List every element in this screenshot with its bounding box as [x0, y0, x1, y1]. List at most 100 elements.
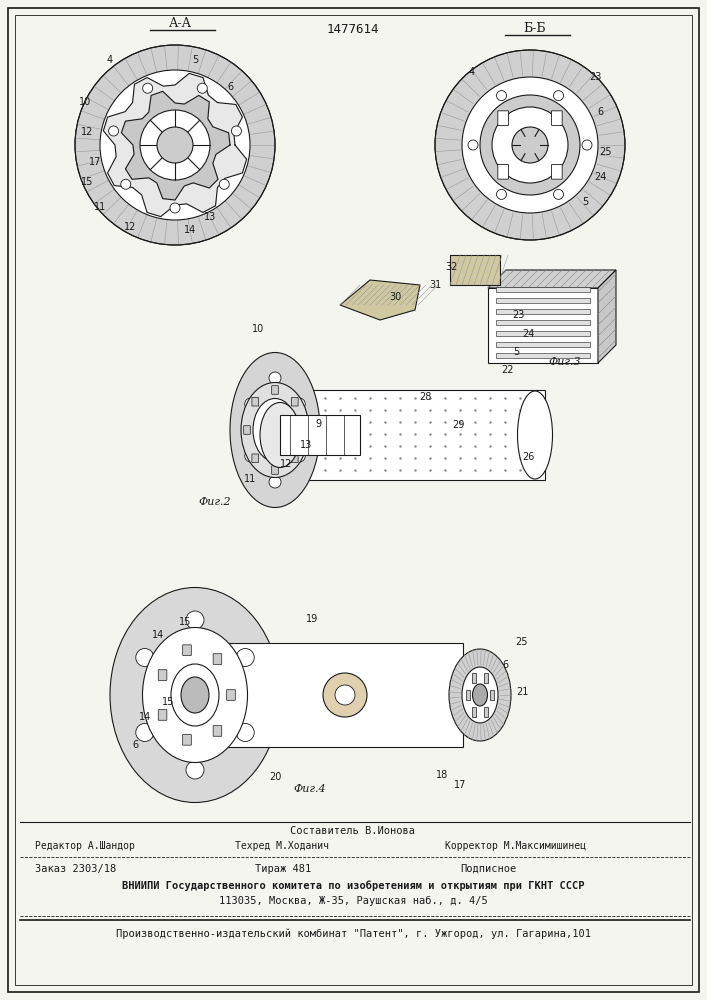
- Bar: [472, 707, 476, 717]
- Text: Редактор А.Шандор: Редактор А.Шандор: [35, 841, 135, 851]
- Polygon shape: [103, 73, 247, 217]
- Text: Фиг.4: Фиг.4: [293, 784, 327, 794]
- Text: 1477614: 1477614: [327, 23, 379, 36]
- Bar: [496, 320, 590, 325]
- Bar: [280, 415, 360, 455]
- Text: 4: 4: [469, 67, 475, 77]
- Circle shape: [512, 127, 548, 163]
- Polygon shape: [450, 255, 500, 285]
- Circle shape: [435, 50, 625, 240]
- Text: Производственно-издательский комбинат "Патент", г. Ужгород, ул. Гагарина,101: Производственно-издательский комбинат "П…: [115, 928, 590, 939]
- Circle shape: [136, 724, 153, 742]
- Text: 6: 6: [132, 740, 138, 750]
- Ellipse shape: [260, 402, 300, 468]
- Text: 17: 17: [89, 157, 101, 167]
- Text: 6: 6: [227, 82, 233, 92]
- FancyBboxPatch shape: [271, 466, 279, 474]
- Circle shape: [186, 611, 204, 629]
- Circle shape: [197, 83, 207, 93]
- FancyBboxPatch shape: [291, 397, 298, 406]
- Text: Корректор М.Максимишинец: Корректор М.Максимишинец: [445, 841, 586, 851]
- Circle shape: [480, 95, 580, 195]
- Text: 12: 12: [81, 127, 93, 137]
- Bar: [484, 673, 488, 683]
- Bar: [472, 673, 476, 683]
- Circle shape: [170, 203, 180, 213]
- Text: 15: 15: [162, 697, 174, 707]
- Circle shape: [468, 140, 478, 150]
- Text: ВНИИПИ Государственного комитета по изобретениям и открытиям при ГКНТ СССР: ВНИИПИ Государственного комитета по изоб…: [122, 880, 584, 891]
- FancyBboxPatch shape: [291, 454, 298, 463]
- Circle shape: [136, 648, 153, 666]
- Text: 25: 25: [599, 147, 612, 157]
- Text: 21: 21: [516, 687, 528, 697]
- FancyBboxPatch shape: [213, 726, 222, 736]
- Text: 14: 14: [152, 630, 164, 640]
- FancyBboxPatch shape: [498, 165, 508, 179]
- Text: 12: 12: [124, 222, 136, 232]
- FancyBboxPatch shape: [271, 386, 279, 394]
- Ellipse shape: [143, 628, 247, 762]
- Ellipse shape: [110, 587, 280, 802]
- Ellipse shape: [253, 398, 297, 462]
- Bar: [484, 707, 488, 717]
- Circle shape: [335, 685, 355, 705]
- Circle shape: [492, 107, 568, 183]
- Circle shape: [253, 408, 297, 452]
- Text: Фиг.2: Фиг.2: [199, 497, 231, 507]
- Circle shape: [293, 398, 305, 410]
- Text: 15: 15: [179, 617, 191, 627]
- Bar: [496, 287, 590, 292]
- Circle shape: [100, 70, 250, 220]
- Circle shape: [323, 673, 367, 717]
- Text: Фиг.3: Фиг.3: [549, 357, 581, 367]
- Circle shape: [186, 761, 204, 779]
- Text: 17: 17: [454, 780, 466, 790]
- Bar: [496, 342, 590, 347]
- FancyBboxPatch shape: [182, 645, 192, 655]
- Bar: [466, 690, 470, 700]
- Circle shape: [140, 110, 210, 180]
- Bar: [490, 690, 494, 700]
- Text: 5: 5: [513, 347, 519, 357]
- Ellipse shape: [181, 677, 209, 713]
- Text: 12: 12: [280, 459, 292, 469]
- FancyBboxPatch shape: [182, 735, 192, 745]
- FancyBboxPatch shape: [158, 710, 167, 720]
- Bar: [327, 691, 335, 699]
- Text: 14: 14: [184, 225, 196, 235]
- Polygon shape: [122, 91, 230, 200]
- Text: 23: 23: [589, 72, 601, 82]
- Text: 5: 5: [582, 197, 588, 207]
- Bar: [341, 705, 349, 713]
- Circle shape: [245, 398, 257, 410]
- Polygon shape: [340, 280, 420, 320]
- Circle shape: [143, 83, 153, 93]
- Bar: [496, 309, 590, 314]
- Text: Б-Б: Б-Б: [524, 22, 547, 35]
- FancyBboxPatch shape: [213, 654, 222, 664]
- Bar: [275, 390, 545, 480]
- Bar: [203, 643, 463, 747]
- Text: 10: 10: [252, 324, 264, 334]
- Bar: [496, 331, 590, 336]
- Circle shape: [109, 126, 119, 136]
- Circle shape: [75, 45, 275, 245]
- Bar: [355, 691, 363, 699]
- Text: 32: 32: [446, 262, 458, 272]
- Ellipse shape: [462, 667, 498, 723]
- Text: 19: 19: [306, 614, 318, 624]
- Circle shape: [582, 140, 592, 150]
- Text: Техред М.Ходанич: Техред М.Ходанич: [235, 841, 329, 851]
- Bar: [341, 677, 349, 685]
- Text: 11: 11: [244, 474, 256, 484]
- Circle shape: [157, 127, 193, 163]
- FancyBboxPatch shape: [551, 165, 562, 179]
- Circle shape: [293, 450, 305, 462]
- Circle shape: [496, 189, 506, 199]
- Circle shape: [231, 126, 241, 136]
- FancyBboxPatch shape: [551, 111, 562, 125]
- Circle shape: [496, 91, 506, 101]
- Text: Составитель В.Ионова: Составитель В.Ионова: [291, 826, 416, 836]
- FancyBboxPatch shape: [498, 111, 508, 125]
